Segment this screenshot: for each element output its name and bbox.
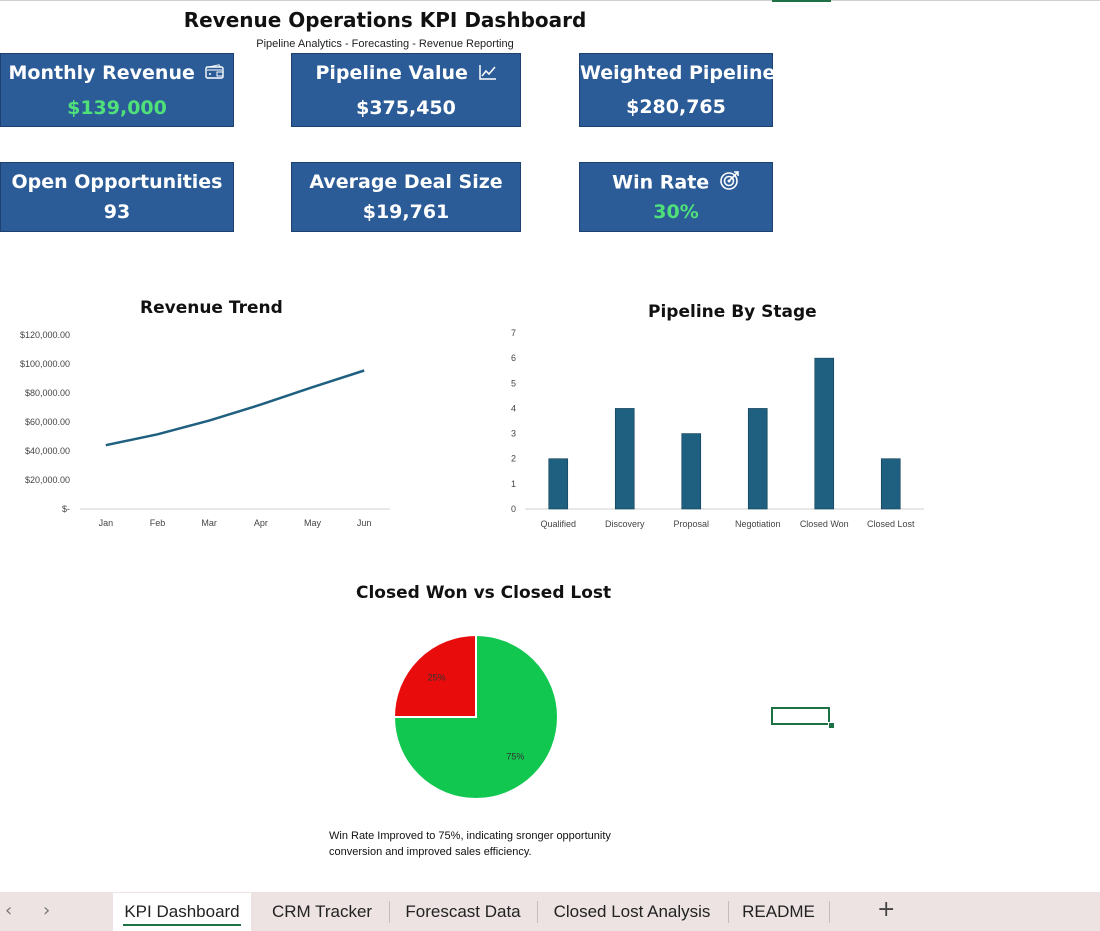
kpi-label-open-opportunities: Open Opportunities — [11, 171, 223, 193]
kpi-card-pipeline-value[interactable]: Pipeline Value $375,450 — [291, 53, 521, 127]
pipeline-by-stage-x-tick: Negotiation — [735, 519, 781, 529]
selected-cell[interactable] — [771, 707, 830, 725]
pipeline-by-stage-y-tick: 2 — [511, 454, 516, 464]
active-tab-indicator — [123, 924, 241, 926]
kpi-value-win-rate: 30% — [653, 201, 699, 223]
tab-forescast-data[interactable]: Forescast Data — [405, 902, 521, 921]
target-icon — [720, 170, 740, 196]
tab-separator — [389, 901, 390, 923]
pipeline-by-stage-y-tick: 0 — [511, 504, 516, 514]
tab-scroll-prev-button[interactable]: ‹ — [5, 900, 13, 921]
pipeline-bar-qualified[interactable] — [548, 458, 569, 510]
pipeline-by-stage-y-tick: 1 — [511, 479, 516, 489]
revenue-trend-y-tick: $- — [62, 504, 70, 514]
kpi-label-average-deal-size: Average Deal Size — [309, 171, 503, 193]
fill-handle[interactable] — [828, 722, 835, 729]
pipeline-bar-closed-lost[interactable] — [880, 458, 901, 510]
revenue-trend-x-tick: Mar — [201, 518, 217, 528]
kpi-card-open-opportunities[interactable]: Open Opportunities 93 — [0, 162, 234, 232]
revenue-trend-series-line — [105, 369, 365, 447]
pipeline-bar-negotiation[interactable] — [747, 408, 768, 510]
pie-slice-closed-won[interactable] — [392, 633, 559, 800]
revenue-trend-x-tick: Apr — [254, 518, 268, 528]
revenue-trend-x-tick: Jun — [357, 518, 372, 528]
revenue-trend-y-tick: $120,000.00 — [20, 330, 70, 340]
revenue-trend-chart[interactable]: $- $20,000.00 $40,000.00 $60,000.00 $80,000.… — [0, 320, 420, 580]
revenue-trend-y-tick: $60,000.00 — [25, 417, 70, 427]
pipeline-by-stage-y-tick: 3 — [511, 429, 516, 439]
kpi-value-weighted-pipeline: $280,765 — [626, 96, 726, 118]
pipeline-bar-closed-won[interactable] — [814, 357, 835, 510]
tab-kpi-dashboard[interactable]: KPI Dashboard — [113, 893, 251, 931]
tab-separator — [537, 901, 538, 923]
revenue-trend-title: Revenue Trend — [140, 298, 283, 318]
pipeline-by-stage-x-tick: Proposal — [673, 519, 709, 529]
win-rate-note: Win Rate Improved to 75%, indicating sro… — [329, 830, 611, 858]
add-sheet-button[interactable]: + — [877, 897, 896, 922]
dashboard-subtitle: Pipeline Analytics - Forecasting - Reven… — [256, 38, 514, 50]
tab-separator — [829, 901, 830, 923]
pipeline-bar-discovery[interactable] — [614, 408, 635, 510]
pipeline-by-stage-y-tick: 6 — [511, 353, 516, 363]
pipeline-by-stage-y-tick: 5 — [511, 378, 516, 388]
kpi-value-open-opportunities: 93 — [103, 201, 131, 223]
pipeline-by-stage-x-tick: Qualified — [540, 519, 576, 529]
kpi-value-pipeline-value: $375,450 — [356, 96, 456, 119]
tab-scroll-next-button[interactable]: › — [43, 900, 51, 921]
kpi-label-monthly-revenue: Monthly Revenue — [8, 62, 195, 84]
kpi-card-monthly-revenue[interactable]: Monthly Revenue $139,000 — [0, 53, 234, 127]
pipeline-by-stage-y-tick: 4 — [511, 403, 516, 413]
closed-won-lost-title: Closed Won vs Closed Lost — [356, 583, 612, 603]
kpi-card-weighted-pipeline[interactable]: Weighted Pipeline $280,765 — [579, 53, 776, 127]
kpi-value-average-deal-size: $19,761 — [362, 201, 450, 223]
tab-closed-lost-analysis[interactable]: Closed Lost Analysis — [553, 902, 711, 921]
revenue-trend-y-tick: $20,000.00 — [25, 475, 70, 485]
line-chart-icon — [478, 62, 497, 86]
kpi-card-win-rate[interactable]: Win Rate 30% — [579, 162, 773, 232]
sheet-top-border — [0, 0, 1100, 1]
pie-data-label: 25% — [428, 673, 446, 683]
kpi-label-pipeline-value: Pipeline Value — [315, 62, 468, 84]
pipeline-by-stage-x-tick: Closed Won — [800, 519, 849, 529]
closed-won-lost-chart[interactable]: 75% 25% — [376, 617, 576, 817]
pipeline-by-stage-title: Pipeline By Stage — [648, 302, 817, 322]
kpi-card-average-deal-size[interactable]: Average Deal Size $19,761 — [291, 162, 521, 232]
revenue-trend-x-tick: Jan — [99, 518, 114, 528]
pipeline-by-stage-x-tick: Closed Lost — [867, 519, 915, 529]
revenue-trend-y-tick: $100,000.00 — [20, 359, 70, 369]
tab-readme[interactable]: README — [742, 902, 815, 921]
tab-label: KPI Dashboard — [124, 902, 240, 921]
kpi-label-weighted-pipeline: Weighted Pipeline — [580, 62, 776, 84]
kpi-label-win-rate: Win Rate — [612, 171, 710, 194]
pie-slice-closed-lost[interactable] — [392, 633, 477, 718]
revenue-trend-x-tick: Feb — [150, 518, 166, 528]
kpi-value-monthly-revenue: $139,000 — [67, 96, 167, 119]
pipeline-by-stage-y-tick: 7 — [511, 328, 516, 338]
pipeline-by-stage-chart[interactable]: 0 1 2 3 4 5 6 7 Qualified Discovery Proposal Negot… — [490, 320, 950, 540]
tab-crm-tracker[interactable]: CRM Tracker — [271, 902, 373, 921]
column-header-highlight — [772, 0, 831, 2]
revenue-trend-y-tick: $80,000.00 — [25, 388, 70, 398]
tab-separator — [728, 901, 729, 923]
dashboard-title: Revenue Operations KPI Dashboard — [183, 8, 587, 32]
wallet-icon — [205, 62, 225, 86]
pipeline-by-stage-x-tick: Discovery — [605, 519, 645, 529]
pie-data-label: 75% — [506, 751, 524, 761]
revenue-trend-y-tick: $40,000.00 — [25, 446, 70, 456]
pipeline-bar-proposal[interactable] — [681, 433, 702, 510]
revenue-trend-x-tick: May — [304, 518, 322, 528]
